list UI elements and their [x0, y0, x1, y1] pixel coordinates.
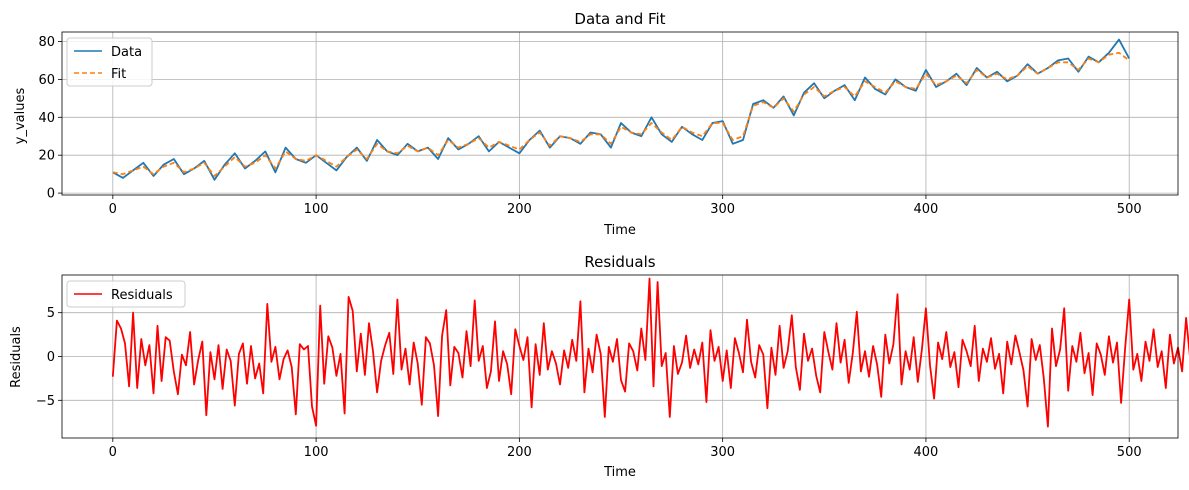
x-tick-label: 300 [710, 202, 735, 217]
legend-residuals-label: Residuals [111, 288, 173, 303]
x-axis-label: Time [603, 223, 636, 238]
x-tick-label: 0 [109, 445, 117, 460]
y-tick-label: 5 [47, 306, 55, 321]
x-tick-label: 200 [507, 202, 532, 217]
x-tick-label: 200 [507, 445, 532, 460]
plot-frame [61, 31, 1179, 196]
series-line-residuals [111, 277, 1189, 428]
legend-frame [66, 280, 186, 308]
y-tick-label: 0 [47, 350, 55, 365]
x-tick-label: 100 [304, 445, 329, 460]
x-tick-label: 100 [304, 202, 329, 217]
y-tick-label: −5 [36, 394, 55, 409]
x-tick-label: 500 [1117, 445, 1142, 460]
grid [62, 32, 1178, 195]
y-tick-label: 0 [47, 187, 55, 202]
legend: Data Fit [66, 37, 153, 87]
series-line-fit [112, 51, 1130, 177]
x-tick-label: 300 [710, 445, 735, 460]
series-layer [112, 38, 1130, 181]
residuals-subplot: Residuals Time Residuals 0 100 200 300 400 50… [9, 253, 1189, 480]
x-tick-label: 500 [1117, 202, 1142, 217]
ticks: 0 100 200 300 400 500 −5 0 5 [36, 306, 1142, 460]
x-tick-label: 0 [109, 202, 117, 217]
y-tick-label: 20 [38, 149, 55, 164]
y-axis-label: y_values [13, 88, 28, 145]
y-tick-label: 80 [38, 35, 55, 50]
legend-data-label: Data [111, 45, 142, 60]
legend: Residuals [66, 280, 186, 308]
x-tick-label: 400 [914, 202, 939, 217]
series-layer [111, 277, 1189, 428]
subplot-title: Residuals [584, 253, 655, 271]
data-and-fit-subplot: Data and Fit Time y_values 0 100 200 300 400… [13, 10, 1179, 238]
y-axis-label: Residuals [9, 326, 24, 388]
legend-fit-label: Fit [111, 67, 126, 82]
legend-frame [66, 37, 153, 87]
subplot-title: Data and Fit [574, 10, 665, 28]
x-axis-label: Time [603, 465, 636, 480]
y-tick-label: 60 [38, 73, 55, 88]
series-line-data [112, 38, 1130, 181]
ticks: 0 100 200 300 400 500 0 20 40 60 80 [38, 35, 1141, 217]
grid [62, 275, 1178, 438]
x-tick-label: 400 [914, 445, 939, 460]
y-tick-label: 40 [38, 111, 55, 126]
